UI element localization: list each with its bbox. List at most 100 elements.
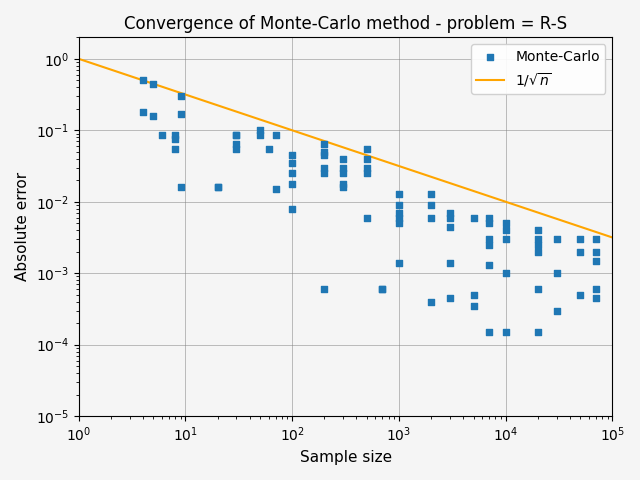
Monte-Carlo [394,209,404,216]
Monte-Carlo [468,214,479,221]
Monte-Carlo [157,132,167,139]
Monte-Carlo [319,164,330,171]
Monte-Carlo [319,148,330,156]
Monte-Carlo [362,169,372,177]
Monte-Carlo [591,294,601,302]
Monte-Carlo [287,159,298,167]
Monte-Carlo [319,140,330,147]
$1/\sqrt{n}$ [75,56,83,62]
Monte-Carlo [591,257,601,264]
Monte-Carlo [175,92,186,100]
Monte-Carlo [552,269,562,277]
Monte-Carlo [484,219,494,227]
Monte-Carlo [532,235,543,243]
Monte-Carlo [394,190,404,197]
Legend: Monte-Carlo, $1/\sqrt{n}$: Monte-Carlo, $1/\sqrt{n}$ [471,44,605,94]
Monte-Carlo [484,214,494,221]
$1/\sqrt{n}$ [332,142,339,148]
Monte-Carlo [338,169,348,177]
Monte-Carlo [484,241,494,249]
Monte-Carlo [338,183,348,191]
Monte-Carlo [338,155,348,163]
Monte-Carlo [426,214,436,221]
Monte-Carlo [148,112,159,120]
Monte-Carlo [500,269,511,277]
Monte-Carlo [394,219,404,227]
Monte-Carlo [532,241,543,249]
$1/\sqrt{n}$ [392,162,400,168]
Monte-Carlo [319,151,330,159]
Monte-Carlo [287,205,298,213]
Monte-Carlo [500,227,511,234]
Monte-Carlo [445,209,455,216]
Monte-Carlo [212,183,223,191]
Monte-Carlo [319,285,330,293]
Monte-Carlo [231,140,241,147]
Monte-Carlo [378,285,388,293]
Monte-Carlo [212,183,223,191]
$1/\sqrt{n}$ [512,203,520,208]
Monte-Carlo [591,248,601,255]
Monte-Carlo [148,80,159,87]
Monte-Carlo [170,145,180,153]
Monte-Carlo [170,135,180,143]
Line: $1/\sqrt{n}$: $1/\sqrt{n}$ [79,59,612,238]
Monte-Carlo [445,223,455,230]
Monte-Carlo [484,235,494,243]
Monte-Carlo [575,248,586,255]
Monte-Carlo [445,259,455,266]
Y-axis label: Absolute error: Absolute error [15,172,30,281]
Monte-Carlo [271,132,281,139]
Monte-Carlo [597,428,607,436]
Monte-Carlo [287,151,298,159]
Monte-Carlo [378,285,388,293]
Monte-Carlo [287,180,298,187]
$1/\sqrt{n}$ [364,153,371,158]
Monte-Carlo [338,164,348,171]
Monte-Carlo [255,126,265,134]
Monte-Carlo [591,235,601,243]
Monte-Carlo [426,201,436,209]
Monte-Carlo [271,185,281,193]
Monte-Carlo [426,298,436,305]
Monte-Carlo [484,328,494,336]
Monte-Carlo [484,261,494,269]
Monte-Carlo [532,285,543,293]
Monte-Carlo [532,248,543,255]
Monte-Carlo [500,235,511,243]
Monte-Carlo [445,214,455,221]
Monte-Carlo [287,169,298,177]
Monte-Carlo [500,328,511,336]
Monte-Carlo [362,155,372,163]
Monte-Carlo [255,132,265,139]
Monte-Carlo [231,132,241,139]
Monte-Carlo [552,307,562,314]
Monte-Carlo [468,291,479,299]
$1/\sqrt{n}$ [596,230,604,236]
Monte-Carlo [138,108,148,116]
X-axis label: Sample size: Sample size [300,450,392,465]
Monte-Carlo [138,76,148,84]
Monte-Carlo [175,183,186,191]
Monte-Carlo [362,145,372,153]
Monte-Carlo [500,219,511,227]
Monte-Carlo [532,227,543,234]
Monte-Carlo [575,291,586,299]
Monte-Carlo [394,214,404,221]
Monte-Carlo [170,132,180,139]
Monte-Carlo [175,110,186,118]
Monte-Carlo [468,302,479,310]
Monte-Carlo [231,145,241,153]
$1/\sqrt{n}$ [328,141,336,146]
Monte-Carlo [394,259,404,266]
Monte-Carlo [338,180,348,187]
Title: Convergence of Monte-Carlo method - problem = R-S: Convergence of Monte-Carlo method - prob… [124,15,567,33]
Monte-Carlo [591,285,601,293]
Monte-Carlo [319,169,330,177]
Monte-Carlo [264,145,274,153]
Monte-Carlo [362,164,372,171]
$1/\sqrt{n}$ [609,235,616,240]
Monte-Carlo [575,235,586,243]
Monte-Carlo [445,294,455,302]
Monte-Carlo [532,328,543,336]
